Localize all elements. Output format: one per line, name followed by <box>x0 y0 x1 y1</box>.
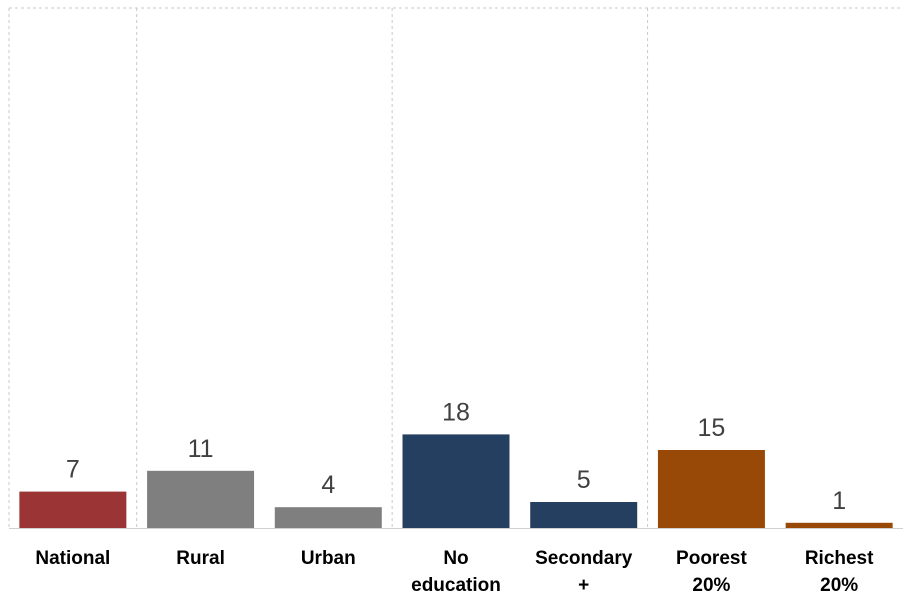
bar <box>785 522 893 528</box>
bar-value-label: 15 <box>698 414 726 442</box>
category-label: No education <box>411 548 501 596</box>
category-label: Rural <box>176 548 225 569</box>
bar <box>147 470 255 528</box>
bar-value-label: 4 <box>321 471 335 499</box>
category-label: Urban <box>301 548 356 569</box>
bars-group <box>19 434 893 528</box>
bar <box>19 491 127 528</box>
bar-value-label: 7 <box>66 456 80 484</box>
bar-value-label: 5 <box>577 466 591 494</box>
category-label: Poorest 20% <box>676 548 747 596</box>
bar-value-label: 1 <box>832 487 846 515</box>
value-labels-group: 7 11 4 18 5 15 1 <box>66 398 846 514</box>
bar-value-label: 11 <box>188 435 214 463</box>
category-label: Richest 20% <box>805 548 874 596</box>
bar <box>657 450 765 528</box>
bar <box>274 507 382 528</box>
bar-value-label: 18 <box>442 398 470 426</box>
category-label: Secondary + <box>535 548 633 596</box>
category-label: National <box>35 548 110 569</box>
category-labels-group: National Rural Urban No education Secondary + P… <box>35 548 874 596</box>
bar <box>530 502 638 528</box>
plot-frame <box>8 7 903 529</box>
bar <box>402 434 510 528</box>
